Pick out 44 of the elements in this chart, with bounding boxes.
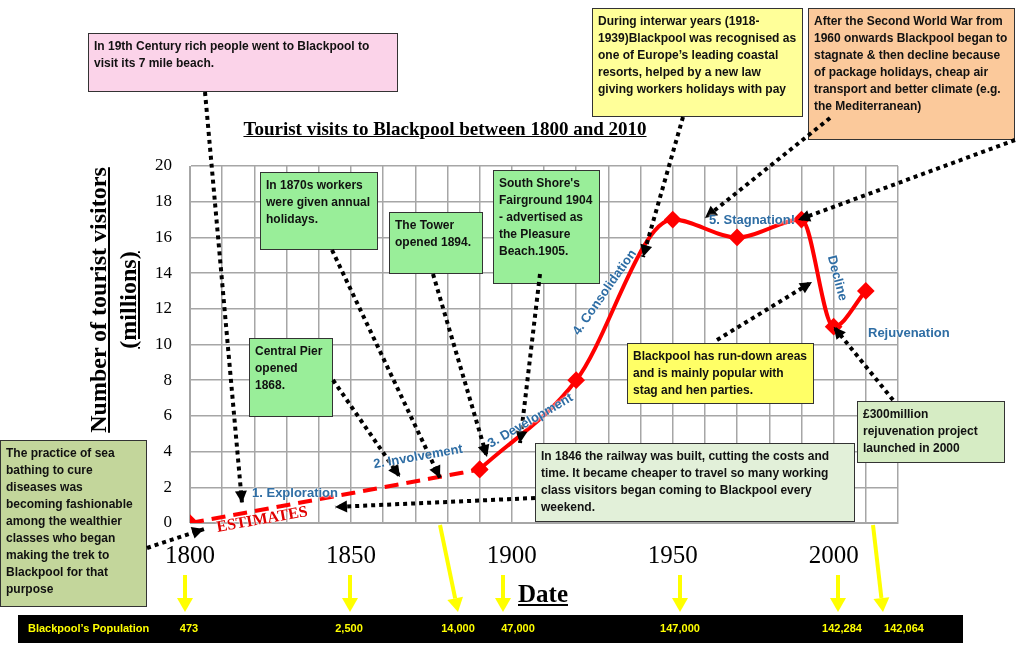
text: In 19th Century rich people went to Blackpool to visit its 7 mile beach. — [94, 38, 371, 72]
text: 14,000 — [441, 622, 475, 634]
annotation: ESTIMATES — [215, 502, 309, 536]
x-tick-label: 1850 — [325, 540, 376, 568]
x-tick-label: 1950 — [647, 540, 698, 568]
y-tick-label: 14 — [155, 262, 173, 282]
annotation: In 1870s workers were given annual holidays. — [266, 177, 372, 228]
x-axis-title: Date — [517, 580, 569, 608]
y-tick-label: 2 — [163, 476, 172, 496]
y-tick-label: 4 — [163, 441, 173, 461]
y-tick-label: 8 — [163, 369, 172, 389]
y-axis-title: Number of tourist visitors (millions) — [85, 167, 141, 433]
y-tick-label: 12 — [155, 298, 172, 318]
annotation: 2. Involvement — [372, 440, 464, 472]
y-tick-label: 18 — [155, 191, 172, 211]
text: During interwar years (1918-1939)Blackpool was recognised as one of Europe’s leading coastal resorts, helped by a new law giving workers holidays with pay — [598, 13, 797, 98]
chart-title: Tourist visits to Blackpool between 1800 and 2010 — [242, 118, 648, 140]
y-tick-label: 10 — [155, 333, 172, 353]
annotation: Central Pier opened 1868. — [255, 343, 324, 394]
text: 47,000 — [501, 622, 535, 634]
text: 142,284 — [822, 622, 862, 634]
y-tick-label: 0 — [163, 512, 172, 532]
y-tick-label: 16 — [155, 226, 172, 246]
text: 147,000 — [660, 622, 700, 634]
annotation: In 1846 the railway was built, cutting the costs and time. It became cheaper to travel so many working class visitors began coming to Blackpool every weekend. — [541, 448, 831, 516]
text: After the Second World War from 1960 onwards Blackpool began to stagnate & then decline because of package holidays, cheap air transport and better climate (e.g. the Mediterranean) — [814, 13, 1009, 115]
text: Blackpool’s Population — [28, 622, 150, 634]
y-tick-label: 6 — [163, 405, 172, 425]
text: 2,500 — [335, 622, 363, 634]
x-tick-label: 1900 — [486, 540, 537, 568]
annotation: The Tower opened 1894. — [395, 217, 473, 251]
x-tick-label: 1800 — [165, 540, 215, 568]
annotation: 5. Stagnation! — [709, 211, 795, 227]
annotation: £300million rejuvenation project launched in 2000 — [863, 406, 979, 457]
y-tick-label: 20 — [155, 155, 172, 175]
annotation: Blackpool has run-down areas and is mainly popular with stag and hen parties. — [633, 348, 808, 399]
text: 473 — [179, 622, 199, 634]
text: 142,064 — [884, 622, 924, 634]
x-tick-label: 2000 — [808, 540, 859, 568]
text: The practice of sea bathing to cure diseases was becoming fashionable among the wealthier classes who began making the trek to Blackpool for that purpose — [6, 446, 133, 596]
annotation: South Shore's Fairground 1904 - advertised as the Pleasure Beach.1905. — [499, 176, 593, 258]
annotation: Decline — [824, 253, 852, 303]
annotation: 1. Exploration — [252, 484, 338, 500]
annotation: Rejuvenation — [868, 324, 950, 340]
